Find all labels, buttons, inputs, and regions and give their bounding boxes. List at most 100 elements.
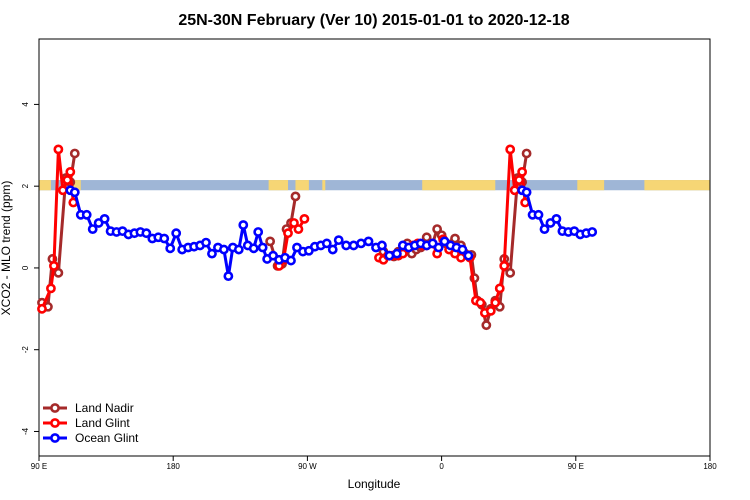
data-point xyxy=(299,213,310,224)
data-point xyxy=(53,267,64,278)
legend-label: Land Nadir xyxy=(75,401,134,415)
data-point xyxy=(46,283,56,294)
data-point xyxy=(37,303,47,314)
land-band-segment xyxy=(73,180,81,191)
x-tick-label: 180 xyxy=(703,462,717,471)
x-tick-label: 90 E xyxy=(31,462,47,471)
data-point xyxy=(238,220,249,230)
y-tick-label: -2 xyxy=(21,346,30,354)
land-band-segment xyxy=(295,180,309,191)
data-point xyxy=(290,191,301,202)
data-point xyxy=(551,213,562,224)
land-band-segment xyxy=(39,180,51,191)
data-point xyxy=(517,166,528,177)
data-point xyxy=(201,237,211,248)
ocean-band xyxy=(39,180,710,191)
series-layer xyxy=(37,144,598,331)
data-point xyxy=(514,175,525,185)
data-point xyxy=(475,297,486,308)
data-point xyxy=(505,267,516,278)
data-point xyxy=(341,240,352,251)
data-point xyxy=(587,227,598,237)
data-point xyxy=(293,224,304,235)
data-point xyxy=(457,244,468,255)
data-point xyxy=(283,228,293,239)
data-point xyxy=(53,144,64,155)
data-point xyxy=(286,255,296,266)
data-point xyxy=(509,185,520,196)
data-point xyxy=(463,250,474,261)
data-point xyxy=(377,240,387,251)
data-point xyxy=(289,218,299,228)
data-point xyxy=(421,232,432,243)
land-band-segment xyxy=(422,180,496,191)
plot-frame xyxy=(38,38,711,457)
data-point xyxy=(87,224,98,235)
data-point xyxy=(99,213,110,224)
data-point xyxy=(49,260,59,271)
series-ocean-glint xyxy=(65,185,598,282)
data-point xyxy=(356,238,366,249)
legend-marker xyxy=(50,418,60,428)
data-point xyxy=(69,187,80,198)
data-point xyxy=(505,144,516,155)
land-band-segment xyxy=(577,180,605,191)
data-point xyxy=(257,242,268,253)
data-point xyxy=(253,227,264,237)
data-point xyxy=(450,233,460,244)
y-axis-label: XCO2 - MLO trend (ppm) xyxy=(0,181,13,316)
land-band-segment xyxy=(644,180,710,191)
y-axis: -4 -2 0 2 4 xyxy=(21,102,39,435)
data-point xyxy=(363,236,374,247)
data-point xyxy=(62,175,73,185)
data-point xyxy=(539,224,550,235)
data-point xyxy=(499,260,510,271)
data-point xyxy=(327,244,338,255)
data-point xyxy=(481,320,492,331)
data-point xyxy=(207,248,217,259)
data-point xyxy=(485,305,496,316)
y-tick-label: 4 xyxy=(21,102,30,107)
data-point xyxy=(433,242,444,253)
data-point xyxy=(533,209,544,220)
x-axis-label: Longitude xyxy=(348,477,401,491)
x-tick-label: 180 xyxy=(167,462,181,471)
data-point xyxy=(248,243,259,254)
y-tick-label: 0 xyxy=(21,265,30,270)
data-point xyxy=(171,228,182,239)
data-point xyxy=(65,166,76,177)
data-point xyxy=(521,148,532,159)
data-point xyxy=(521,187,532,198)
data-point xyxy=(165,243,176,254)
data-point xyxy=(490,297,501,308)
x-axis: 90 E 180 90 W 0 90 E 180 xyxy=(31,456,717,471)
x-tick-label: 90 W xyxy=(298,462,317,471)
data-point xyxy=(223,271,234,282)
y-tick-label: 2 xyxy=(21,183,30,188)
legend-marker xyxy=(50,433,60,443)
data-point xyxy=(57,185,68,196)
chart-title: 25N-30N February (Ver 10) 2015-01-01 to … xyxy=(178,12,569,29)
land-band-segment xyxy=(322,180,326,191)
data-point xyxy=(321,238,332,249)
data-point xyxy=(333,235,344,246)
data-point xyxy=(384,250,395,261)
y-tick-label: -4 xyxy=(21,427,30,435)
data-point xyxy=(69,148,80,159)
x-tick-label: 0 xyxy=(439,462,444,471)
data-point xyxy=(159,233,170,244)
data-point xyxy=(456,252,466,263)
data-point xyxy=(141,228,152,239)
data-point xyxy=(233,244,244,255)
legend-label: Ocean Glint xyxy=(75,431,139,445)
data-point xyxy=(494,283,505,294)
legend-marker xyxy=(50,403,60,413)
data-point xyxy=(218,244,229,255)
data-point xyxy=(81,209,92,220)
data-point xyxy=(432,224,443,235)
data-point xyxy=(348,240,359,251)
land-ocean-band xyxy=(39,180,710,191)
x-tick-label: 90 E xyxy=(568,462,584,471)
